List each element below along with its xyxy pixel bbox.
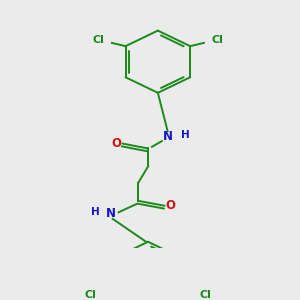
Text: N: N (106, 208, 116, 220)
Text: Cl: Cl (92, 34, 104, 45)
Text: O: O (112, 137, 122, 150)
Text: Cl: Cl (200, 290, 212, 300)
Text: Cl: Cl (212, 34, 224, 45)
Text: O: O (166, 199, 176, 212)
Text: Cl: Cl (84, 290, 96, 300)
Text: H: H (91, 207, 99, 217)
Text: N: N (163, 130, 173, 143)
Text: H: H (181, 130, 190, 140)
